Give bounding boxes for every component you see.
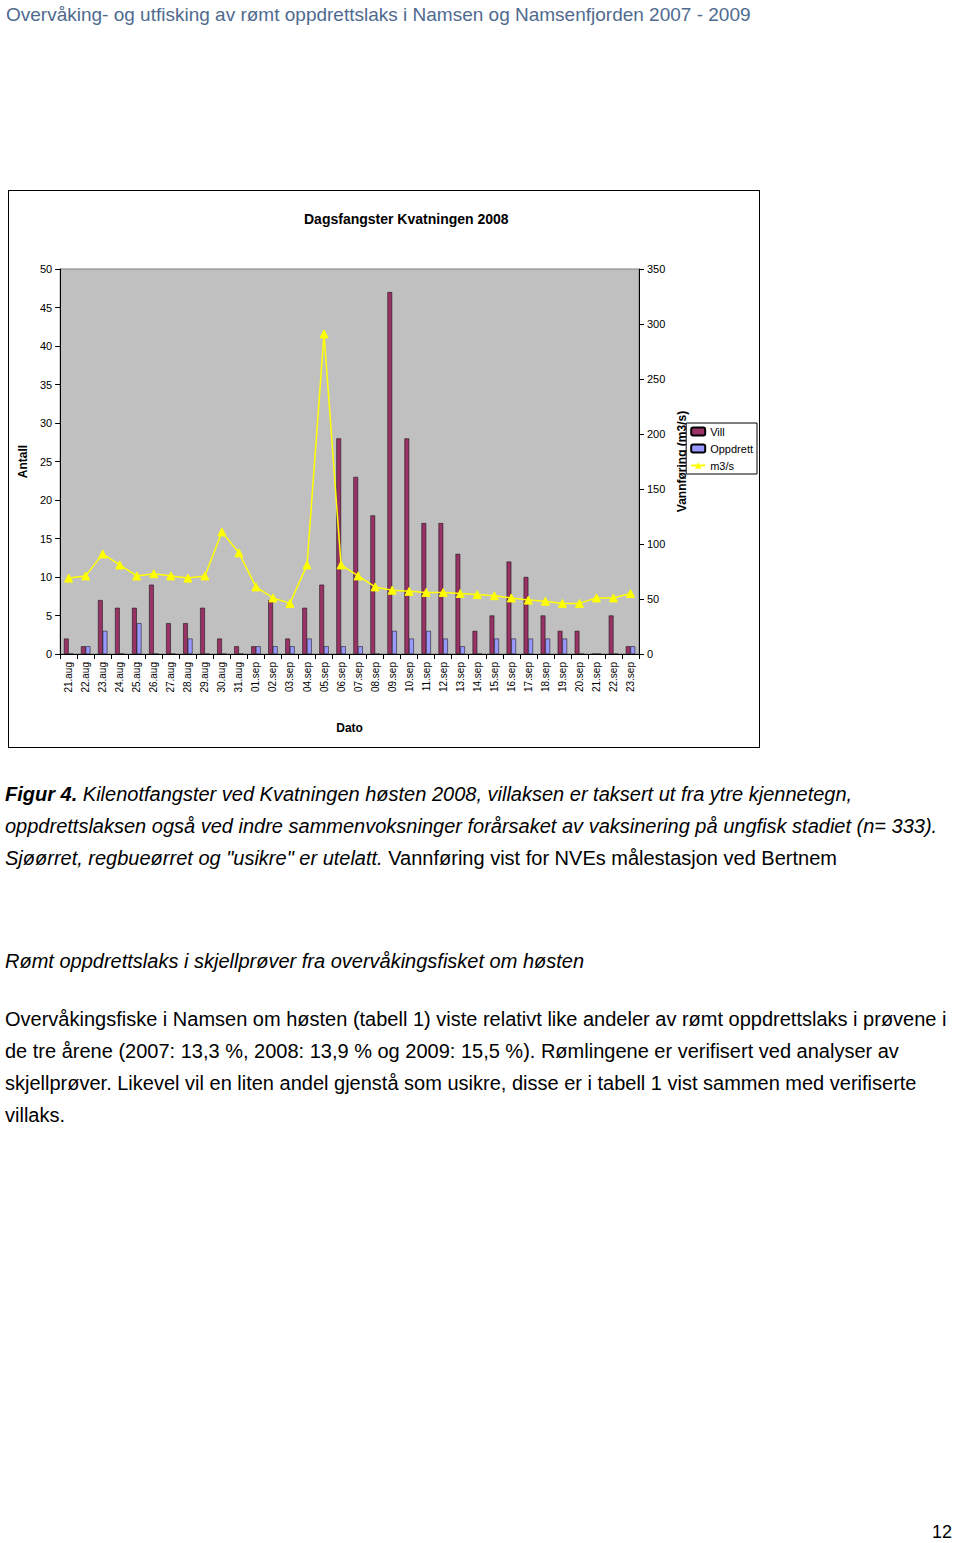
html-text:12: 12	[932, 1522, 952, 1542]
svg-text:m3/s: m3/s	[710, 460, 734, 472]
svg-text:12.sep: 12.sep	[438, 662, 449, 692]
html-text:Rømt oppdrettslaks i skjellprø: Rømt oppdrettslaks i skjellprøver fra ov…	[5, 950, 585, 972]
svg-text:31.aug: 31.aug	[233, 662, 244, 693]
svg-text:30: 30	[40, 417, 52, 429]
svg-text:23.aug: 23.aug	[97, 662, 108, 693]
svg-text:13.sep: 13.sep	[455, 662, 466, 692]
svg-text:20: 20	[40, 494, 52, 506]
svg-text:24.aug: 24.aug	[114, 662, 125, 693]
svg-text:21.sep: 21.sep	[591, 662, 602, 692]
html-text:Figur 4. Kilenotfangster ved K: Figur 4. Kilenotfangster ved Kvatningen …	[5, 783, 938, 869]
svg-text:11.sep: 11.sep	[421, 662, 432, 692]
svg-text:22.aug: 22.aug	[80, 662, 91, 693]
html-text:Overvåking- og utfisking av rø: Overvåking- og utfisking av rømt oppdret…	[6, 4, 751, 25]
svg-text:17.sep: 17.sep	[523, 662, 534, 692]
svg-text:50: 50	[40, 263, 52, 275]
svg-text:20.sep: 20.sep	[574, 662, 585, 692]
svg-text:Dagsfangster Kvatningen 2008: Dagsfangster Kvatningen 2008	[304, 211, 509, 227]
svg-text:150: 150	[647, 483, 665, 495]
svg-text:18.sep: 18.sep	[540, 662, 551, 692]
svg-text:250: 250	[647, 373, 665, 385]
svg-text:Dato: Dato	[336, 721, 363, 735]
svg-text:15: 15	[40, 533, 52, 545]
svg-text:Antall: Antall	[16, 445, 30, 478]
svg-text:01.sep: 01.sep	[250, 662, 261, 692]
svg-text:27.aug: 27.aug	[165, 662, 176, 693]
svg-text:0: 0	[46, 648, 52, 660]
svg-text:Vannføring (m3/s): Vannføring (m3/s)	[675, 410, 690, 513]
svg-text:5: 5	[46, 610, 52, 622]
svg-text:23.sep: 23.sep	[625, 662, 636, 692]
svg-text:Oppdrett: Oppdrett	[710, 443, 753, 455]
svg-text:25.aug: 25.aug	[131, 662, 142, 693]
svg-text:350: 350	[647, 263, 665, 275]
svg-text:100: 100	[647, 538, 665, 550]
svg-text:10.sep: 10.sep	[404, 662, 415, 692]
svg-text:50: 50	[647, 593, 659, 605]
svg-text:45: 45	[40, 302, 52, 314]
svg-text:28.aug: 28.aug	[182, 662, 193, 693]
svg-text:02.sep: 02.sep	[267, 662, 278, 692]
svg-text:Vill: Vill	[710, 426, 724, 438]
svg-text:300: 300	[647, 318, 665, 330]
svg-text:09.sep: 09.sep	[387, 662, 398, 692]
svg-text:29.aug: 29.aug	[199, 662, 210, 693]
svg-text:14.sep: 14.sep	[472, 662, 483, 692]
svg-text:22.sep: 22.sep	[608, 662, 619, 692]
svg-text:05.sep: 05.sep	[319, 662, 330, 692]
svg-text:21.aug: 21.aug	[63, 662, 74, 693]
svg-text:06.sep: 06.sep	[336, 662, 347, 692]
svg-text:16.sep: 16.sep	[506, 662, 517, 692]
html-text:Overvåkingsfiske i Namsen om h: Overvåkingsfiske i Namsen om høsten (tab…	[5, 1008, 947, 1126]
svg-text:15.sep: 15.sep	[489, 662, 500, 692]
svg-text:07.sep: 07.sep	[353, 662, 364, 692]
svg-text:03.sep: 03.sep	[284, 662, 295, 692]
svg-text:25: 25	[40, 456, 52, 468]
svg-text:19.sep: 19.sep	[557, 662, 568, 692]
svg-text:40: 40	[40, 340, 52, 352]
svg-text:30.aug: 30.aug	[216, 662, 227, 693]
svg-text:10: 10	[40, 571, 52, 583]
svg-text:0: 0	[647, 648, 653, 660]
svg-text:26.aug: 26.aug	[148, 662, 159, 693]
svg-text:200: 200	[647, 428, 665, 440]
svg-text:08.sep: 08.sep	[370, 662, 381, 692]
svg-text:04.sep: 04.sep	[302, 662, 313, 692]
svg-text:35: 35	[40, 379, 52, 391]
